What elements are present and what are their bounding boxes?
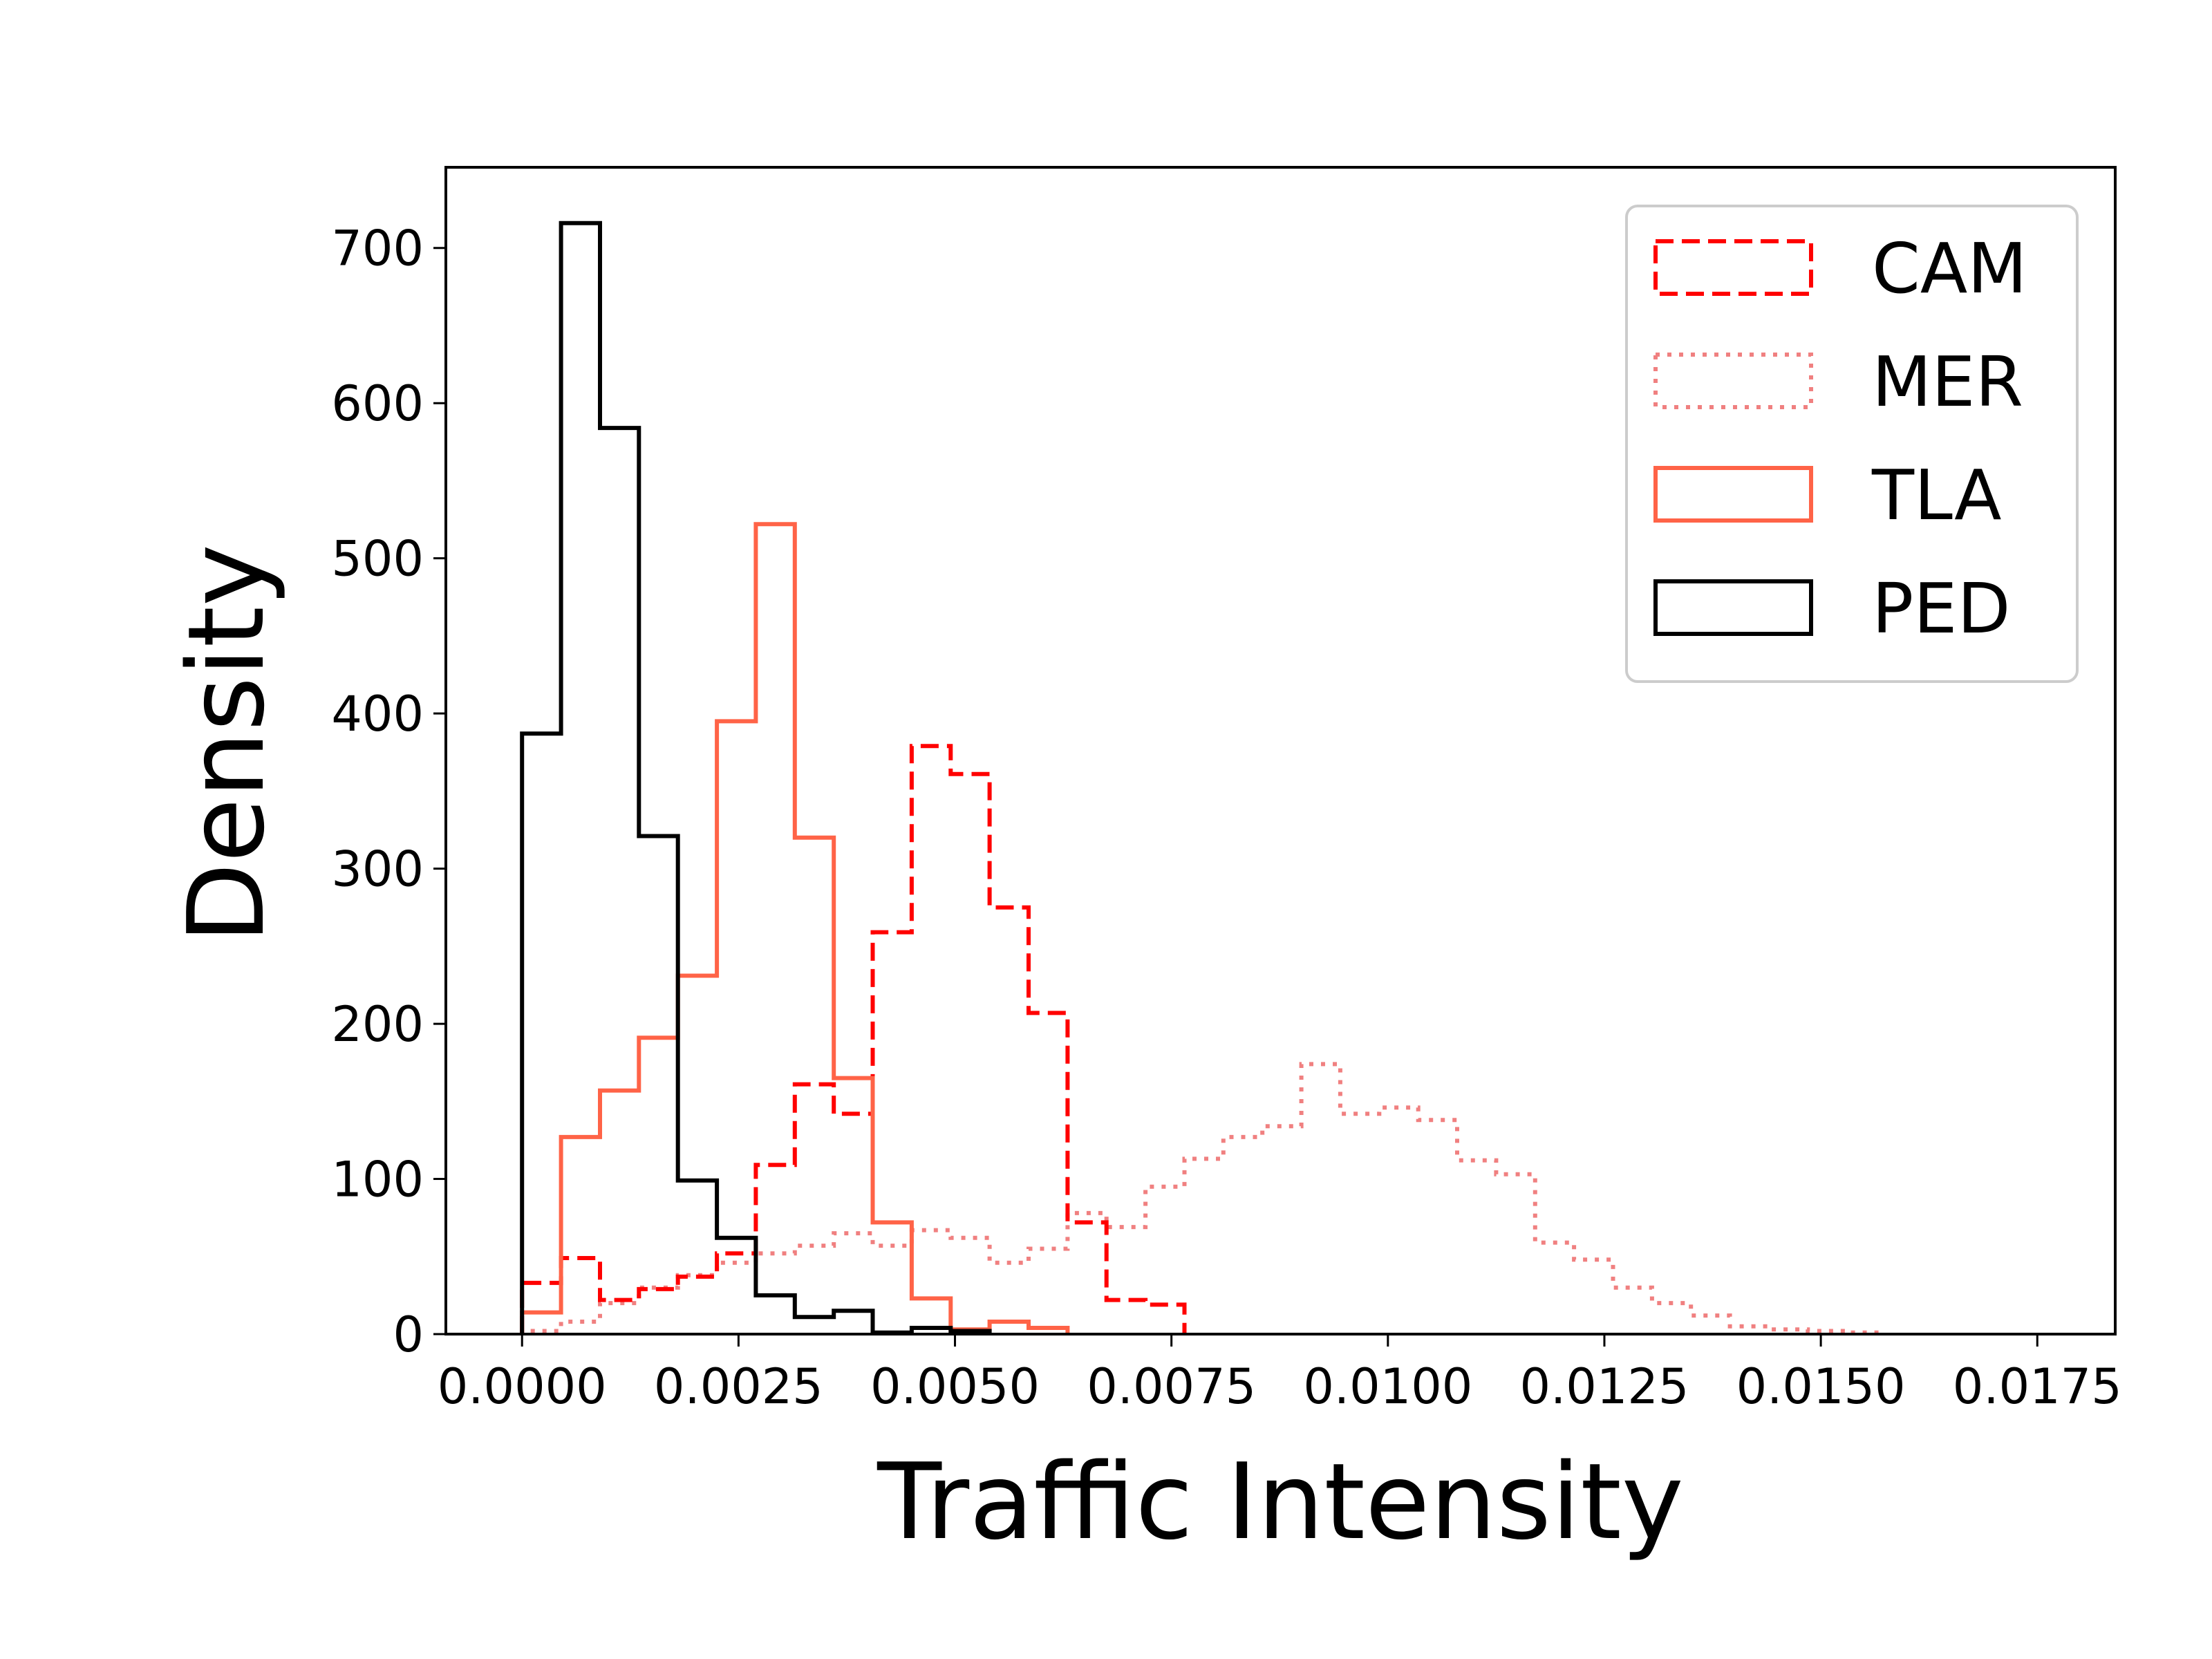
y-tick-label: 0: [393, 1306, 424, 1363]
y-tick-label: 700: [331, 221, 424, 277]
y-tick-label: 600: [331, 375, 424, 432]
x-tick-label: 0.0025: [654, 1358, 823, 1415]
series-ped-step: [520, 221, 992, 1335]
legend-label-tla: TLA: [1871, 455, 2002, 536]
series-layer: [520, 221, 1888, 1335]
series-mer-step: [520, 1062, 1888, 1335]
legend-label-mer: MER: [1872, 341, 2023, 422]
y-tick-label: 200: [331, 996, 424, 1053]
x-tick-label: 0.0000: [438, 1358, 607, 1415]
legend: CAM MER TLA PED: [1625, 205, 2079, 683]
legend-swatch-tla: [1653, 466, 1813, 523]
legend-label-ped: PED: [1872, 568, 2011, 649]
legend-swatch-mer: [1653, 353, 1813, 409]
x-axis: 0.0000 0.0025 0.0050 0.0075 0.0100 0.0125 0.01…: [438, 1334, 2122, 1415]
x-tick-label: 0.0075: [1087, 1358, 1256, 1415]
x-tick-label: 0.0125: [1520, 1358, 1689, 1415]
series-tla-step: [520, 522, 1070, 1334]
legend-label-cam: CAM: [1872, 228, 2027, 309]
y-tick-label: 100: [331, 1152, 424, 1208]
y-axis-title: Density: [165, 544, 288, 944]
y-axis: 0 100 200 300 400 500 600 700: [331, 221, 446, 1363]
legend-box: [1625, 205, 2079, 683]
x-tick-label: 0.0150: [1736, 1358, 1906, 1415]
x-tick-label: 0.0050: [870, 1358, 1040, 1415]
x-tick-label: 0.0100: [1303, 1358, 1472, 1415]
y-tick-label: 400: [331, 686, 424, 742]
x-axis-title: Traffic Intensity: [877, 1441, 1684, 1563]
y-tick-label: 500: [331, 531, 424, 588]
y-tick-label: 300: [331, 841, 424, 898]
plot-frame: [444, 166, 2117, 1335]
x-tick-label: 0.0175: [1953, 1358, 2122, 1415]
series-cam-step: [520, 744, 1187, 1334]
legend-swatch-ped: [1653, 579, 1813, 636]
